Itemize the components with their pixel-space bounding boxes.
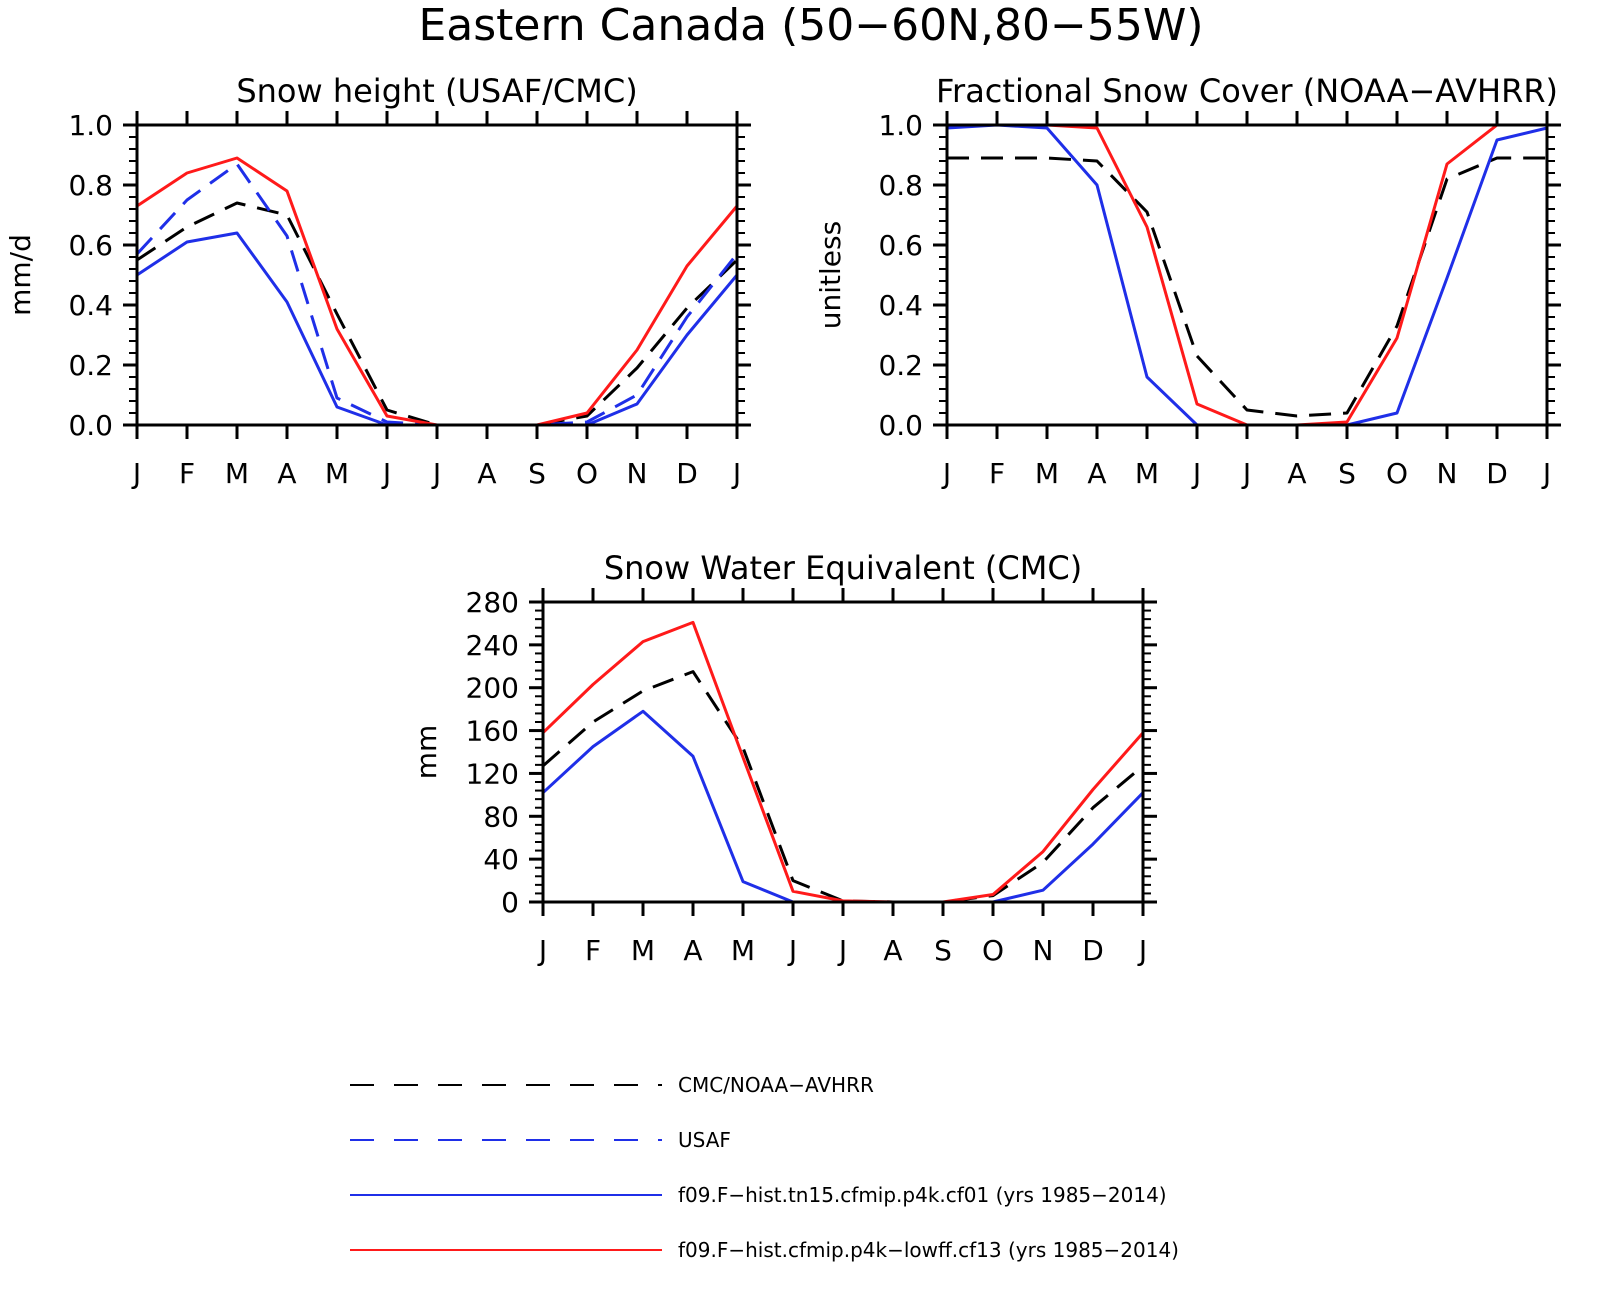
x-tick-label: A [477, 457, 496, 490]
x-tick-label: O [576, 457, 598, 490]
x-tick-label: S [528, 457, 546, 490]
x-tick-label: O [982, 934, 1004, 967]
x-tick-label: J [837, 934, 847, 967]
figure-title: Eastern Canada (50−60N,80−55W) [418, 0, 1203, 51]
x-tick-label: S [1338, 457, 1356, 490]
series-line-cf13 [136, 156, 739, 427]
y-tick-label: 0.6 [68, 229, 113, 262]
x-tick-label: A [1087, 457, 1106, 490]
x-tick-label: D [676, 457, 698, 490]
plot-frame [945, 123, 1549, 427]
x-tick-label: A [1287, 457, 1306, 490]
x-tick-label: J [1191, 457, 1201, 490]
x-tick-label: J [731, 457, 741, 490]
x-tick-label: J [431, 457, 441, 490]
x-tick-label: J [941, 457, 951, 490]
y-tick-label: 80 [483, 800, 519, 833]
x-tick-label: S [934, 934, 952, 967]
y-axis-label: mm/d [4, 234, 37, 316]
series-line-obs [136, 201, 739, 427]
x-tick-label: M [1135, 457, 1159, 490]
y-tick-label: 0.2 [878, 349, 923, 382]
x-tick-label: F [989, 457, 1005, 490]
y-tick-label: 240 [466, 629, 519, 662]
series-line-cf13 [541, 620, 1145, 904]
x-tick-label: A [883, 934, 902, 967]
panel-fractional-snow-cover: Fractional Snow Cover (NOAA−AVHRR) unitle… [814, 72, 1561, 490]
x-tick-label: N [1033, 934, 1054, 967]
y-tick-label: 1.0 [68, 109, 113, 142]
x-tick-label: A [277, 457, 296, 490]
legend: CMC/NOAA−AVHRR USAF f09.F−hist.tn15.cfmip.… [350, 1073, 1179, 1262]
panel-snow-water-equivalent: Snow Water Equivalent (CMC)mmJ F M A M J J A S O N… [410, 549, 1157, 967]
series-line-cf01 [946, 123, 1548, 427]
y-tick-label: 280 [466, 586, 519, 619]
y-tick-label: 0.0 [68, 409, 113, 442]
y-tick-label: 0.6 [878, 229, 923, 262]
x-tick-label: N [627, 457, 648, 490]
panel-title: Snow Water Equivalent (CMC) [604, 549, 1082, 587]
y-tick-label: 0.8 [68, 169, 113, 202]
series-line-usaf [135, 162, 739, 427]
y-tick-label: 0 [501, 886, 519, 919]
y-tick-label: 120 [466, 757, 519, 790]
x-tick-label: J [1241, 457, 1251, 490]
x-tick-label: D [1082, 934, 1104, 967]
legend-label: USAF [678, 1128, 731, 1152]
legend-label: f09.F−hist.tn15.cfmip.p4k.cf01 (yrs 1985… [678, 1183, 1167, 1207]
x-tick-label: F [585, 934, 601, 967]
panel-title: Snow height (USAF/CMC) [236, 72, 637, 110]
legend-label: CMC/NOAA−AVHRR [678, 1073, 874, 1097]
x-tick-label: J [131, 457, 141, 490]
series-line-obs [947, 156, 1547, 418]
x-tick-label: J [381, 457, 391, 490]
x-tick-label: J [1541, 457, 1551, 490]
y-tick-label: 0.2 [68, 349, 113, 382]
panel-title: Fractional Snow Cover (NOAA−AVHRR) [936, 72, 1558, 110]
y-axis-label: unitless [814, 221, 847, 329]
series-line-obs [542, 670, 1144, 904]
y-tick-label: 200 [466, 672, 519, 705]
panel-snow-height: Snow height (USAF/CMC)mm/dJ F M A M J J A S O N D J0… [4, 72, 751, 490]
legend-label: f09.F−hist.cfmip.p4k−lowff.cf13 (yrs 198… [678, 1238, 1179, 1262]
x-tick-label: A [683, 934, 702, 967]
x-tick-label: J [787, 934, 797, 967]
x-tick-label: M [225, 457, 249, 490]
x-tick-label: J [537, 934, 547, 967]
series-line-cf01 [136, 231, 739, 427]
y-tick-label: 0.8 [878, 169, 923, 202]
y-tick-label: 0.4 [878, 289, 923, 322]
plot-frame [541, 600, 1145, 904]
x-tick-label: M [325, 457, 349, 490]
y-tick-label: 40 [483, 843, 519, 876]
series-line-cf01 [541, 709, 1145, 904]
x-tick-label: M [1035, 457, 1059, 490]
x-tick-label: N [1437, 457, 1458, 490]
x-tick-label: D [1486, 457, 1508, 490]
x-tick-label: M [731, 934, 755, 967]
y-tick-label: 0.4 [68, 289, 113, 322]
y-tick-label: 1.0 [878, 109, 923, 142]
x-tick-label: J [1137, 934, 1147, 967]
x-tick-label: O [1386, 457, 1408, 490]
x-tick-label: M [631, 934, 655, 967]
y-tick-label: 0.0 [878, 409, 923, 442]
y-axis-label: mm [410, 725, 443, 780]
y-tick-label: 160 [466, 715, 519, 748]
x-tick-label: F [179, 457, 195, 490]
series-line-cf13 [947, 123, 1547, 427]
